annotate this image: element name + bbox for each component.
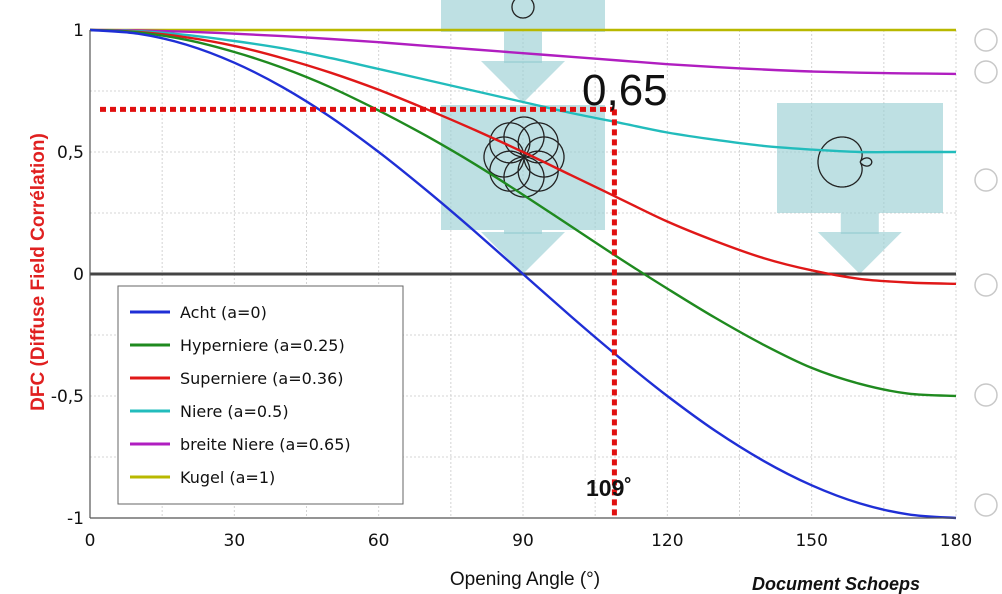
legend-entry: breite Niere (a=0.65) — [180, 435, 351, 454]
y-tick-label: 0,5 — [57, 143, 84, 163]
overlay-arrow — [817, 213, 902, 274]
legend-entry: Acht (a=0) — [180, 303, 267, 322]
axes — [89, 30, 956, 519]
pattern-icon — [974, 28, 998, 52]
pattern-icon — [974, 383, 998, 407]
x-axis-label: Opening Angle (°) — [450, 569, 600, 590]
series-line-2 — [89, 28, 957, 285]
overlay-box-middle — [441, 105, 605, 230]
side-pattern-icons — [974, 28, 998, 517]
figure-eight-pattern-icon — [503, 116, 545, 198]
credit-text: Document Schoeps — [752, 574, 920, 594]
series-line-0 — [89, 28, 957, 520]
overlay-box-top — [441, 0, 605, 32]
x-tick-label: 90 — [512, 531, 534, 551]
x-tick-label: 0 — [85, 531, 96, 551]
y-tick-label: 0 — [73, 265, 84, 285]
y-tick-label: -1 — [67, 509, 84, 529]
legend-entry: Niere (a=0.5) — [180, 402, 289, 421]
series-lines — [89, 28, 957, 520]
tick-labels: 0 30 60 90 120 150 180 -1 -0,5 0 0,5 1 — [51, 21, 972, 551]
x-tick-label: 150 — [795, 531, 827, 551]
marker-lines — [100, 106, 617, 518]
value-annotation: 0,65 — [582, 66, 668, 115]
legend-entry: Hyperniere (a=0.25) — [180, 336, 345, 355]
x-tick-label: 120 — [651, 531, 683, 551]
overlay-arrow — [481, 230, 565, 274]
top-pattern-icon — [511, 0, 535, 19]
supercardioid-pattern-icon — [817, 136, 873, 188]
legend-entry: Kugel (a=1) — [180, 468, 275, 487]
y-axis-label: DFC (Diffuse Field Corrélation) — [28, 133, 49, 411]
pattern-icon — [974, 493, 998, 517]
series-line-1 — [89, 28, 957, 398]
angle-annotation: 109˚ — [586, 475, 632, 501]
legend-entry: Superniere (a=0.36) — [180, 369, 344, 388]
legend-box — [117, 285, 404, 505]
x-tick-label: 180 — [940, 531, 972, 551]
y-tick-label: -0,5 — [51, 387, 84, 407]
legend: Acht (a=0) Hyperniere (a=0.25) Superniere … — [117, 285, 404, 505]
pattern-icon — [974, 168, 998, 192]
y-tick-label: 1 — [73, 21, 84, 41]
overlay-box-right — [777, 103, 943, 213]
x-tick-label: 30 — [224, 531, 246, 551]
overlay-arrow — [481, 32, 565, 103]
series-line-4 — [89, 28, 957, 76]
pattern-icon — [974, 60, 998, 84]
x-tick-label: 60 — [368, 531, 390, 551]
pattern-icon — [974, 273, 998, 297]
series-line-3 — [89, 28, 956, 154]
